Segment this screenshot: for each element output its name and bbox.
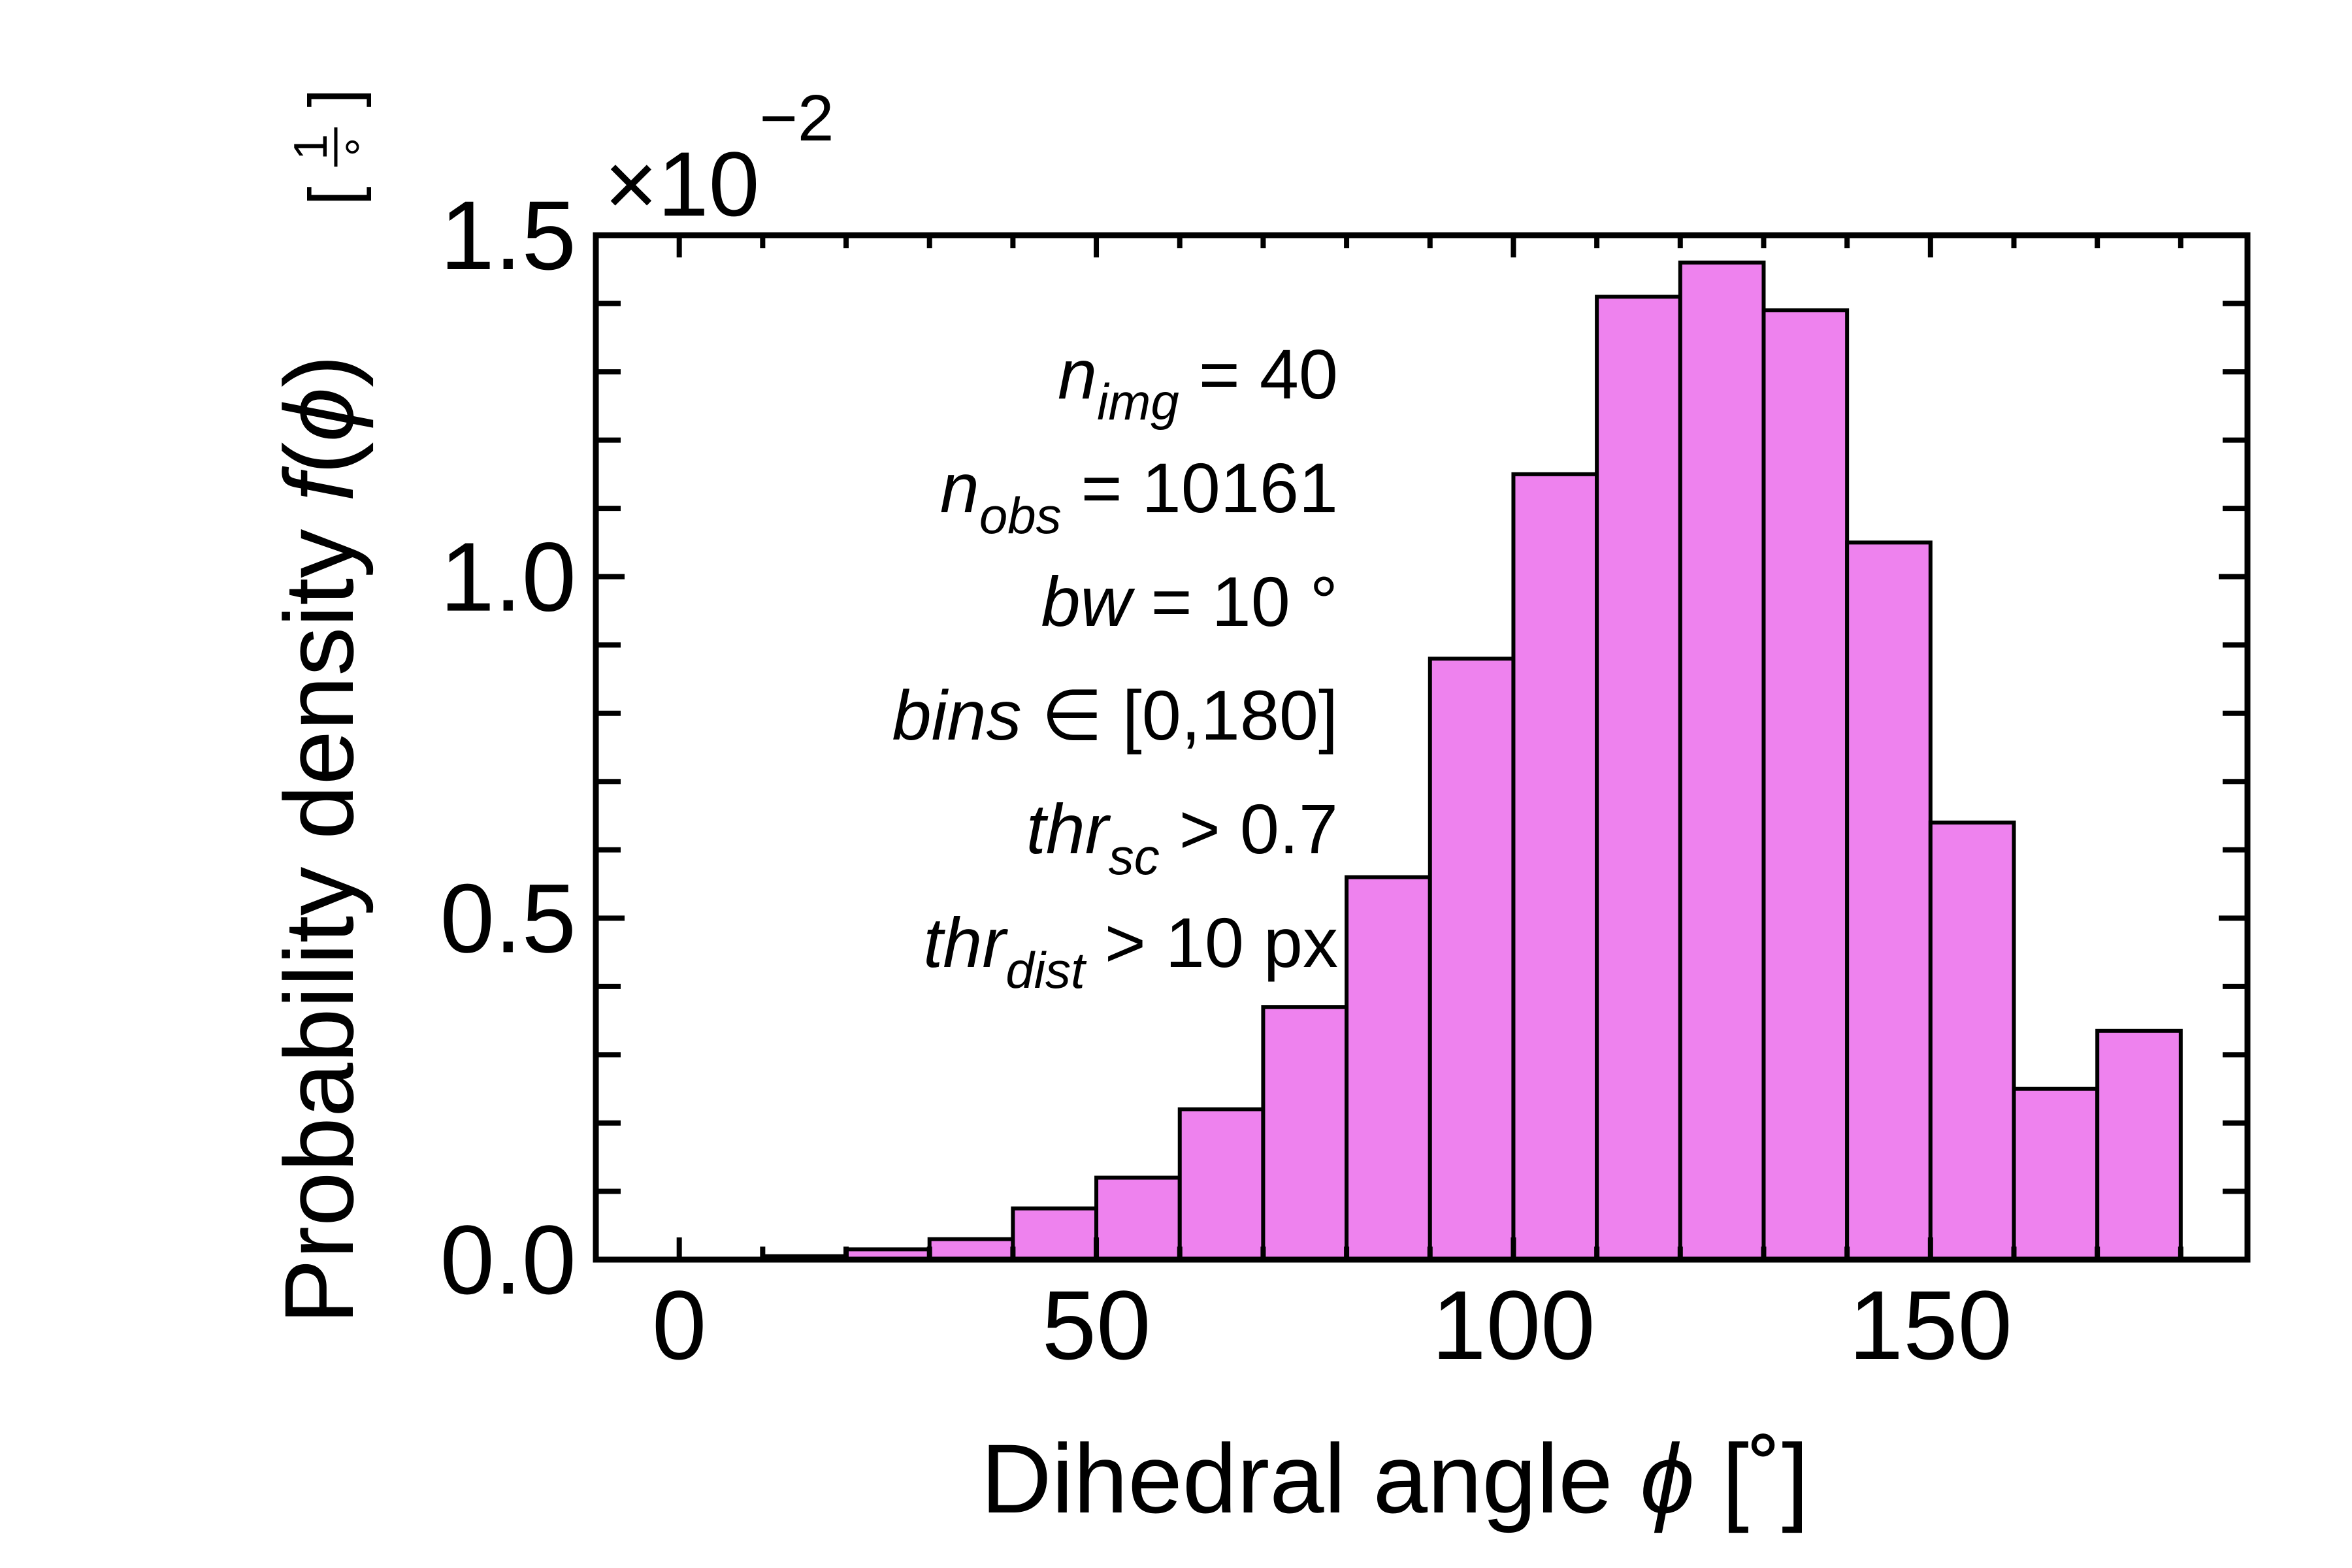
annotation-line: nimg = 40 xyxy=(1058,335,1338,431)
y-offset-exponent: −2 xyxy=(759,82,834,155)
annotation-subscript: dist xyxy=(1005,941,1087,999)
y-unit-numerator: 1 xyxy=(285,134,337,160)
y-axis-unit: [ 1 ° ] xyxy=(285,88,389,205)
y-offset-base: ×10 xyxy=(604,133,759,235)
x-tick-label: 0 xyxy=(652,1270,706,1380)
annotation-subscript: sc xyxy=(1109,828,1160,885)
annotation-subscript: img xyxy=(1097,373,1179,431)
histogram-bar xyxy=(2095,1028,2183,1262)
x-axis-label-symbol: ϕ xyxy=(1640,1424,1694,1533)
x-axis-label-unit: [˚] xyxy=(1695,1424,1809,1533)
x-axis-label-text: Dihedral angle xyxy=(981,1424,1640,1533)
y-tick-label: 1.0 xyxy=(440,522,576,632)
y-tick-label: 0.5 xyxy=(440,863,576,973)
x-tick-label: 100 xyxy=(1431,1270,1595,1380)
histogram-bar xyxy=(1928,820,2016,1262)
histogram-bar xyxy=(2012,1086,2100,1262)
histogram-bar xyxy=(1345,875,1432,1262)
tick-labels-group: 0 50 100 150 0.0 0.5 1.0 1.5 xyxy=(440,180,2012,1380)
annotation-line: nobs = 10161 xyxy=(940,448,1338,544)
x-axis-label: Dihedral angle ϕ [˚] xyxy=(981,1424,1808,1533)
annotation-value: = 40 xyxy=(1179,335,1338,414)
histogram-bar xyxy=(1511,472,1599,1262)
annotation-value: > 0.7 xyxy=(1160,789,1338,868)
y-axis-label-text: Probability density xyxy=(264,502,374,1324)
histogram-bar xyxy=(1595,295,1682,1262)
y-axis-label-close: ) xyxy=(264,355,374,387)
y-unit-denominator: ° xyxy=(337,138,389,157)
y-unit-bracket-close: ] xyxy=(295,88,372,107)
x-tick-label: 150 xyxy=(1849,1270,2012,1380)
histogram-bar xyxy=(1761,308,1850,1262)
annotation-line: bins ∈ [0,180] xyxy=(892,676,1339,755)
y-tick-label: 1.5 xyxy=(440,180,576,290)
y-axis-label-symbol: ϕ xyxy=(264,387,374,442)
histogram-bar xyxy=(1177,1107,1266,1262)
annotation-line: bw = 10 ° xyxy=(1041,562,1338,641)
annotation-symbol: thr xyxy=(923,903,1008,982)
annotation-value: ∈ [0,180] xyxy=(1022,676,1338,755)
annotation-symbol: thr xyxy=(1026,789,1111,868)
bars-group xyxy=(760,260,2183,1262)
annotation-line: thrdist > 10 px xyxy=(923,903,1338,999)
histogram-bar xyxy=(1678,260,1766,1262)
annotation-symbol: bw xyxy=(1041,562,1135,641)
annotation-line: thrsc > 0.7 xyxy=(1026,789,1338,885)
annotation-value: > 10 px xyxy=(1085,903,1338,982)
y-unit-bracket-open: [ xyxy=(295,186,372,205)
y-offset-text: ×10−2 xyxy=(604,82,834,235)
x-tick-label: 50 xyxy=(1042,1270,1151,1380)
annotation-subscript: obs xyxy=(979,487,1062,544)
histogram-bar xyxy=(1845,540,1933,1262)
annotation-symbol: n xyxy=(940,448,979,527)
histogram-bar xyxy=(1094,1175,1182,1262)
histogram-bar xyxy=(1261,1005,1349,1262)
histogram-bar xyxy=(927,1237,1015,1262)
y-tick-label: 0.0 xyxy=(440,1205,576,1315)
histogram-bar xyxy=(1011,1206,1099,1262)
annotation-value: = 10161 xyxy=(1062,448,1338,527)
annotation-value: = 10 ° xyxy=(1132,562,1338,641)
y-axis-label-open: ( xyxy=(264,442,374,474)
histogram-bar xyxy=(1428,657,1516,1262)
y-axis-label: Probability density f(ϕ) xyxy=(264,355,374,1324)
plot-frame xyxy=(593,232,2251,1263)
annotation-symbol: n xyxy=(1058,335,1097,414)
annotation-symbol: bins xyxy=(892,676,1022,755)
